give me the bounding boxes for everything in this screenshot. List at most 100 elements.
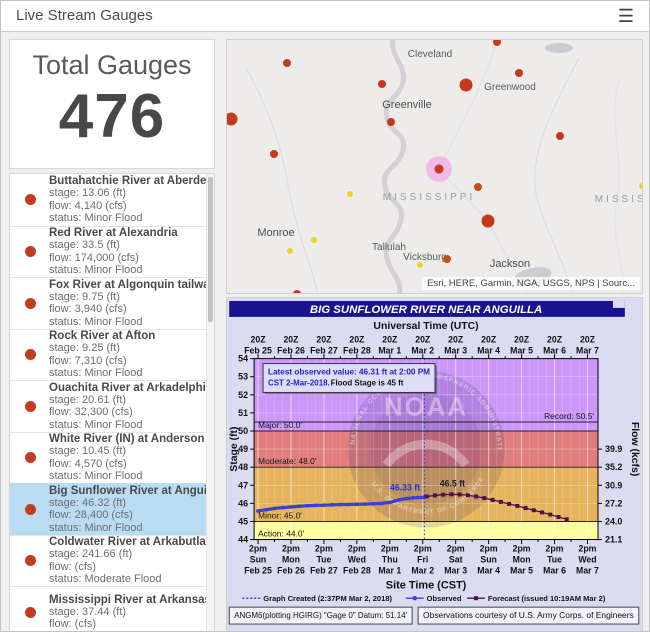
app-header: Live Stream Gauges ☰	[1, 1, 649, 32]
gauge-item-text: Buttahatchie River at Aberdeen stage: 13.…	[49, 175, 214, 225]
bottom-date-tick: Feb 25	[244, 565, 272, 575]
gauge-list-item[interactable]: Fox River at Algonquin tailwater stage: 9…	[10, 277, 214, 329]
gauge-list-item[interactable]: Rock River at Afton stage: 9.25 (ft) flow:…	[10, 328, 214, 380]
legend-item: Observed	[427, 594, 462, 603]
gauge-stage: stage: 10.45 (ft)	[49, 445, 127, 457]
gauge-name: Rock River at Afton	[49, 330, 156, 342]
top-date-tick: Mar 4	[477, 346, 500, 356]
top-date-tick: Feb 27	[310, 346, 338, 356]
bottom-time-tick: 2pm	[480, 543, 498, 553]
top-date-tick: Feb 25	[244, 346, 272, 356]
map-label: Monroe	[257, 227, 294, 239]
map-label: Vicksburg	[403, 252, 447, 263]
map-panel[interactable]: Cleveland Greenwood Greenville MISSISSIPPI M…	[226, 39, 643, 294]
gauge-stage: stage: 241.66 (ft)	[49, 548, 133, 560]
flood-zone	[254, 431, 599, 468]
gauge-marker-red[interactable]	[227, 112, 238, 126]
flow-tick: 30.9	[605, 480, 622, 490]
gauge-item-text: Coldwater River at Arkabutla Damstage: 2…	[49, 536, 214, 586]
gauge-stage: stage: 20.61 (ft)	[49, 393, 127, 406]
bottom-date-tick: Mar 7	[576, 565, 599, 575]
status-dot-icon	[25, 452, 36, 464]
map-canvas[interactable]: Cleveland Greenwood Greenville MISSISSIPPI M…	[227, 40, 642, 293]
stage-tick: 45	[238, 516, 248, 526]
gauge-stage: stage: 33.5 (ft)	[49, 239, 120, 251]
gauge-marker-yellow[interactable]	[311, 237, 317, 243]
map-label: Greenwood	[484, 82, 536, 93]
gauge-stage: stage: 46.32 (ft)	[49, 496, 127, 509]
map-label: MISSISSIPPI	[383, 192, 475, 203]
map-label: Greenville	[382, 99, 432, 111]
gauge-marker-yellow[interactable]	[287, 248, 293, 254]
threshold-label: Record: 50.5'	[544, 411, 594, 421]
gauge-list-item[interactable]: Mississippi River at Arkansas Citystage:…	[10, 586, 214, 631]
gauge-marker-red[interactable]	[293, 290, 301, 293]
top-utc-tick: 20Z	[316, 335, 332, 345]
gauge-marker-red[interactable]	[481, 214, 495, 228]
scrollbar-thumb[interactable]	[208, 177, 213, 322]
svg-text:NOAA: NOAA	[384, 393, 468, 421]
gauge-status: status: Minor Flood	[49, 367, 143, 379]
status-dot-icon	[25, 606, 36, 618]
bottom-axis-label: Site Time (CST)	[386, 579, 467, 591]
gauge-marker-red[interactable]	[459, 78, 473, 92]
gauge-list-items: Buttahatchie River at Aberdeen stage: 13.…	[10, 174, 214, 631]
latest-value-line2: CST 2-Mar-2018.	[268, 378, 330, 387]
status-dot-icon	[25, 246, 36, 258]
bottom-dow-tick: Mon	[282, 554, 300, 564]
gauge-marker-red[interactable]	[378, 80, 386, 88]
gauge-marker-yellow[interactable]	[639, 183, 642, 189]
bottom-time-tick: 2pm	[414, 543, 432, 553]
top-utc-tick: 20Z	[349, 335, 365, 345]
gauge-marker-red[interactable]	[515, 69, 523, 77]
hamburger-icon: ☰	[617, 6, 635, 26]
stage-tick: 54	[238, 354, 248, 364]
gauge-marker-red[interactable]	[270, 150, 278, 158]
gauge-flow: flow: (cfs)	[49, 560, 97, 573]
top-date-tick: Mar 2	[411, 346, 434, 356]
gauge-flow: flow: 32,300 (cfs)	[49, 406, 133, 418]
hydrograph-chart: BIG SUNFLOWER RIVER NEAR ANGUILLA Univers…	[227, 298, 642, 631]
gauge-flow: flow: (cfs)	[49, 618, 97, 631]
gauge-marker-orange[interactable]	[474, 183, 482, 191]
gauge-list-item[interactable]: Coldwater River at Arkabutla Damstage: 2…	[10, 534, 214, 586]
bottom-time-tick: 2pm	[249, 543, 267, 553]
bottom-time-tick: 2pm	[447, 543, 465, 553]
bottom-date-tick: Mar 5	[510, 565, 533, 575]
bottom-dow-tick: Sat	[449, 554, 463, 564]
gauge-flow: flow: 7,310 (cfs)	[49, 354, 127, 367]
gauge-item-text: Rock River at Afton stage: 9.25 (ft) flow:…	[49, 330, 206, 380]
bottom-dow-tick: Wed	[348, 554, 366, 564]
gauge-marker-yellow[interactable]	[417, 262, 423, 268]
gauge-name: Fox River at Algonquin tailwater	[49, 278, 215, 291]
gauge-marker-orange[interactable]	[443, 255, 451, 263]
gauge-list-item[interactable]: Buttahatchie River at Aberdeen stage: 13.…	[10, 174, 214, 226]
gauge-marker-red[interactable]	[387, 118, 395, 126]
stage-tick: 48	[238, 462, 248, 472]
gauge-marker-yellow[interactable]	[347, 191, 353, 197]
gauge-marker-red[interactable]	[556, 132, 564, 140]
gauge-list-item[interactable]: Red River at Alexandria stage: 33.5 (ft) f…	[10, 225, 214, 277]
gauge-list-item[interactable]: Ouachita River at Arkadelphia stage: 20.6…	[10, 380, 214, 432]
latest-value-box	[262, 363, 436, 393]
map-label: Cleveland	[408, 49, 452, 60]
gauge-list-item[interactable]: White River (IN) at Anderson stage: 10.45…	[10, 431, 214, 483]
gauge-item-text: Red River at Alexandria stage: 33.5 (ft) f…	[49, 227, 206, 277]
gauge-item-text: Mississippi River at Arkansas Citystage:…	[49, 594, 214, 631]
gauge-status: status: Minor Flood	[49, 264, 143, 276]
menu-button[interactable]: ☰	[613, 1, 639, 31]
gauge-name: Coldwater River at Arkabutla Dam	[49, 536, 214, 548]
top-utc-tick: 20Z	[547, 335, 563, 345]
selected-gauge-marker[interactable]	[434, 164, 444, 174]
gauge-list-item[interactable]: Big Sunflower River at Anguilla stage: 46…	[10, 483, 214, 535]
bottom-dow-tick: Mon	[513, 554, 531, 564]
list-scrollbar[interactable]	[206, 174, 214, 631]
gauge-marker-red[interactable]	[283, 59, 291, 67]
stage-tick: 51	[238, 408, 248, 418]
bottom-dow-tick: Thu	[382, 554, 398, 564]
top-date-tick: Feb 26	[277, 346, 305, 356]
gauge-flow: flow: 174,000 (cfs)	[49, 251, 139, 264]
gauge-marker-red[interactable]	[493, 40, 501, 46]
flow-axis-label: Flow (kcfs)	[629, 422, 640, 476]
